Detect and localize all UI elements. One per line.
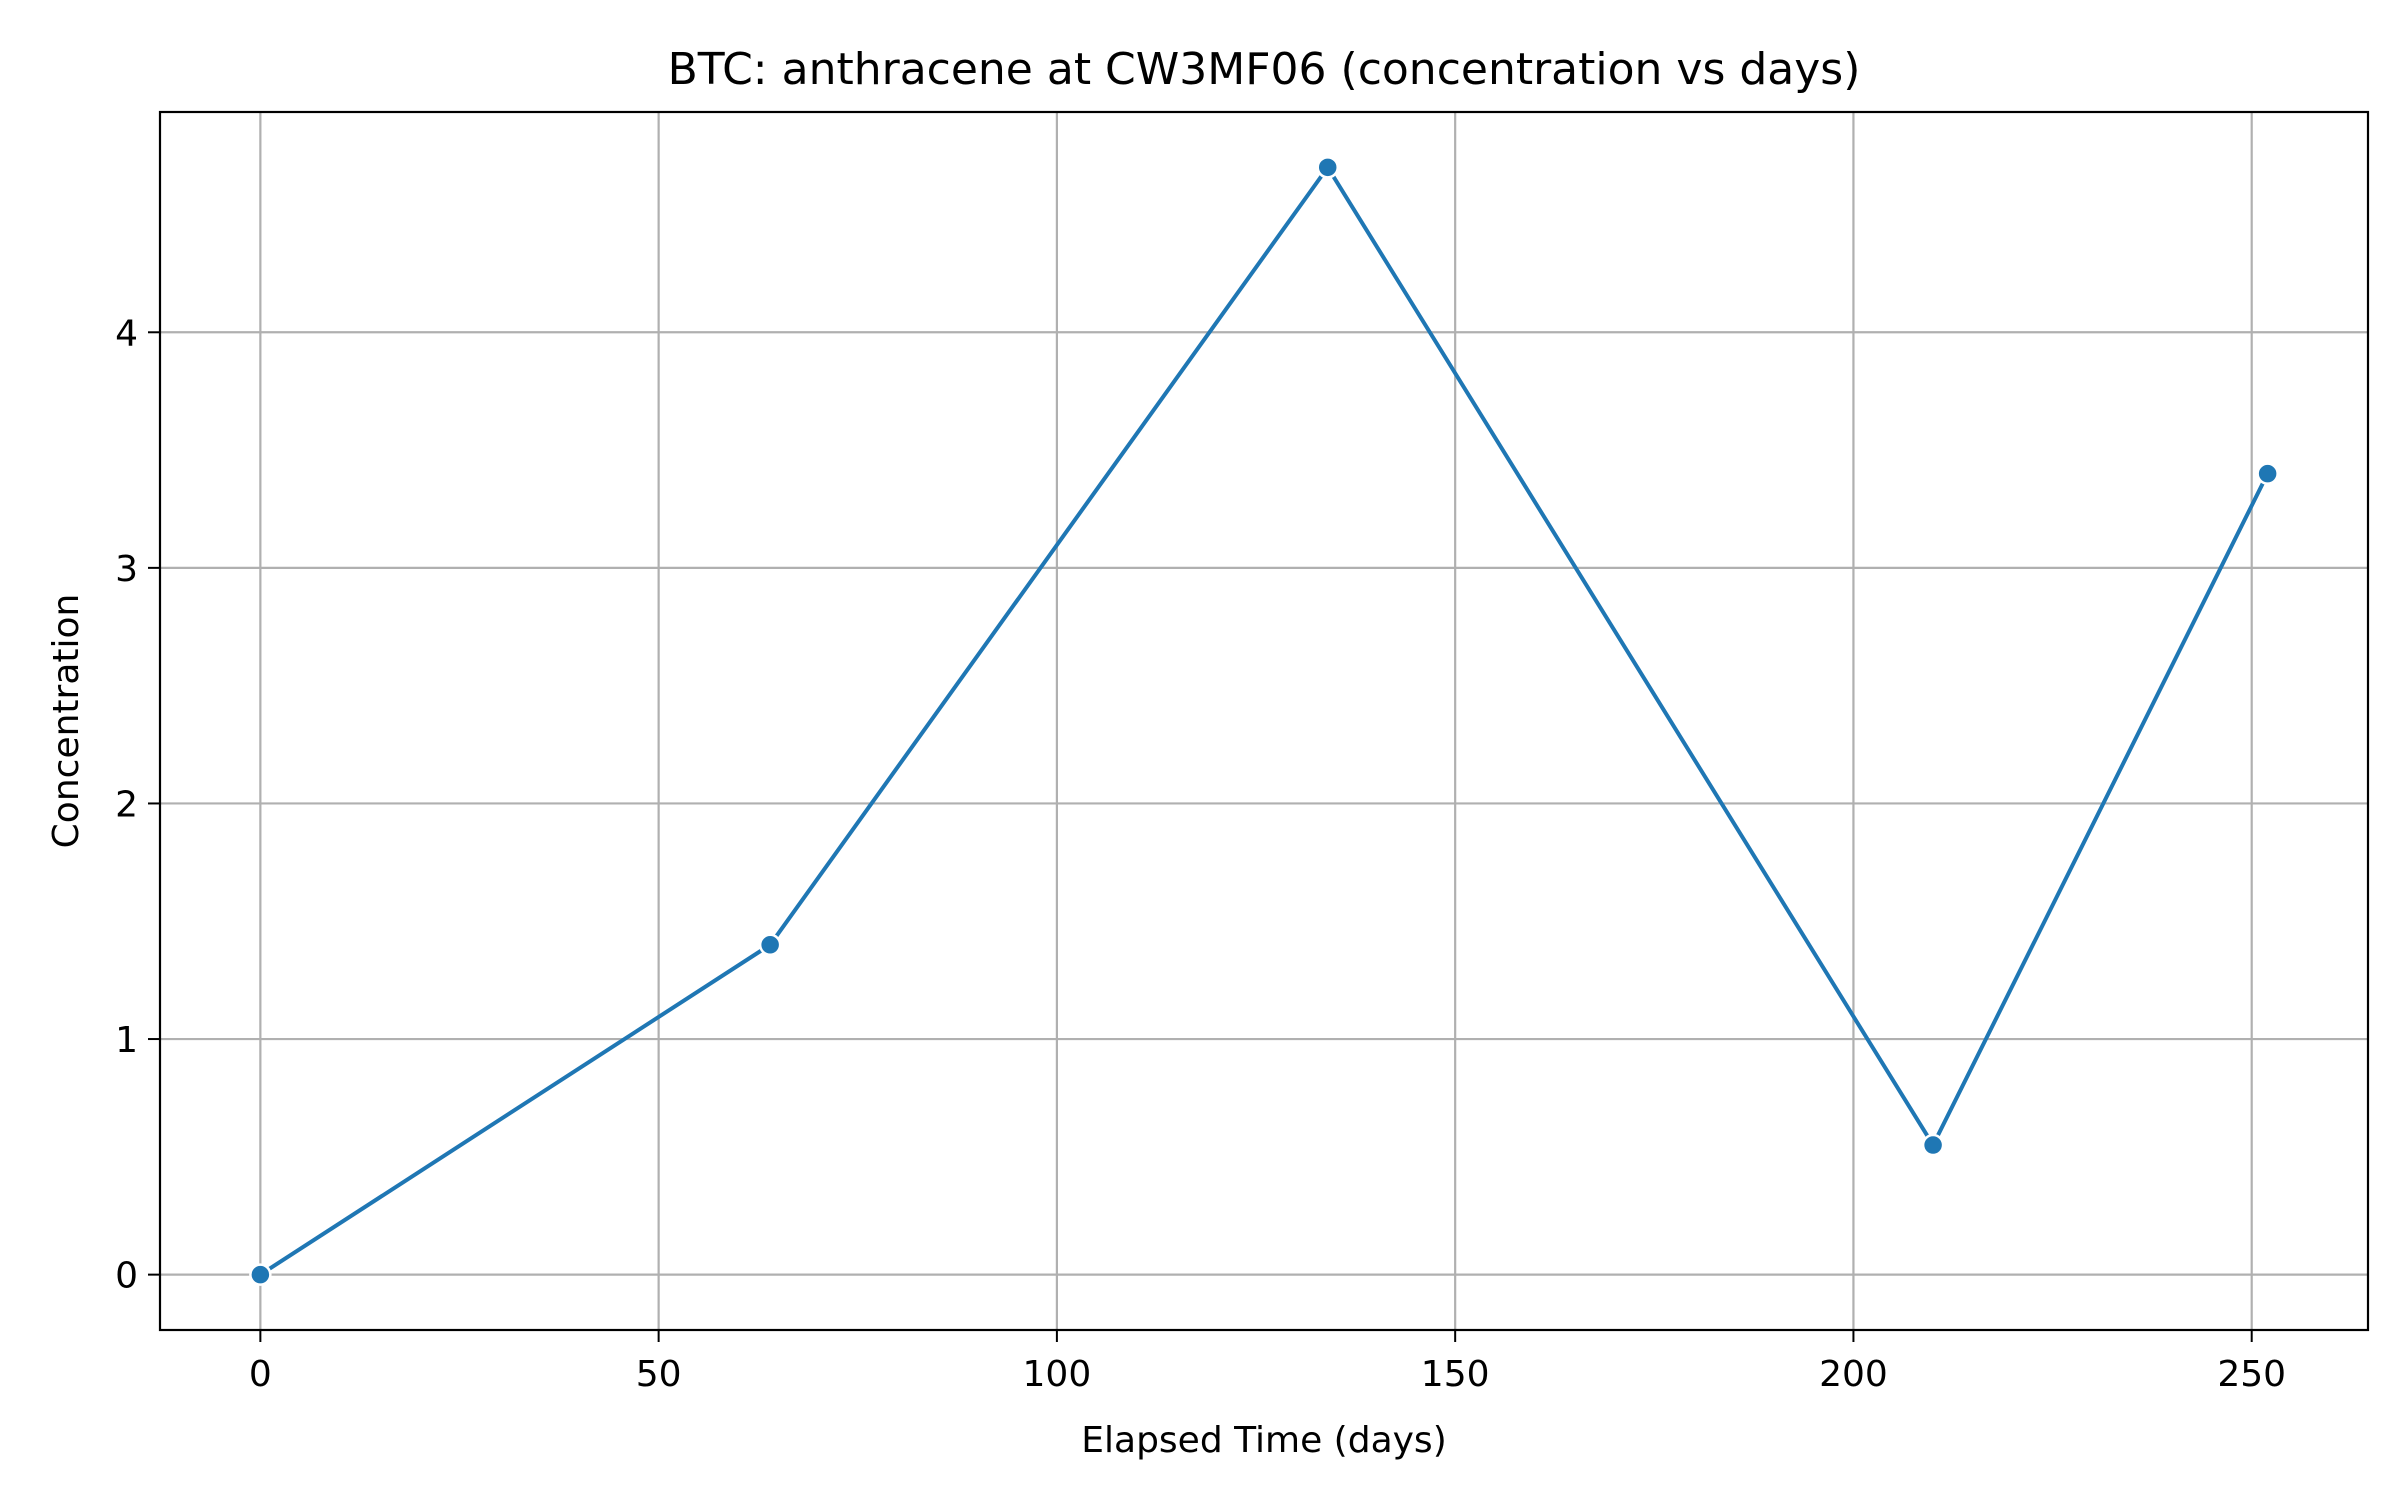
x-tick-label: 150: [1421, 1354, 1490, 1395]
y-axis-title: Concentration: [46, 594, 87, 849]
data-point: [249, 1263, 272, 1286]
chart-title: BTC: anthracene at CW3MF06 (concentratio…: [668, 44, 1861, 95]
x-tick-label: 100: [1023, 1354, 1092, 1395]
y-tick-label: 1: [115, 1020, 138, 1061]
y-tick-label: 2: [115, 784, 138, 825]
y-tick-label: 3: [115, 549, 138, 590]
data-point: [758, 933, 782, 957]
x-tick-label: 50: [636, 1354, 682, 1395]
y-tick-label: 0: [115, 1256, 138, 1297]
axis-ticks: 0 50 100 150 200 250 0 1 2 3 4: [115, 313, 2286, 1395]
data-point: [1921, 1133, 1945, 1157]
x-axis-title: Elapsed Time (days): [1081, 1420, 1446, 1461]
x-tick-label: 0: [249, 1354, 272, 1395]
x-tick-label: 250: [2217, 1354, 2286, 1395]
data-point: [1316, 156, 1339, 179]
x-tick-label: 200: [1819, 1354, 1888, 1395]
grid-lines: [160, 112, 2368, 1330]
series-layer: [249, 156, 2279, 1286]
plot-frame: [158, 110, 2370, 1332]
y-tick-label: 4: [115, 313, 138, 354]
data-point: [2256, 462, 2279, 485]
